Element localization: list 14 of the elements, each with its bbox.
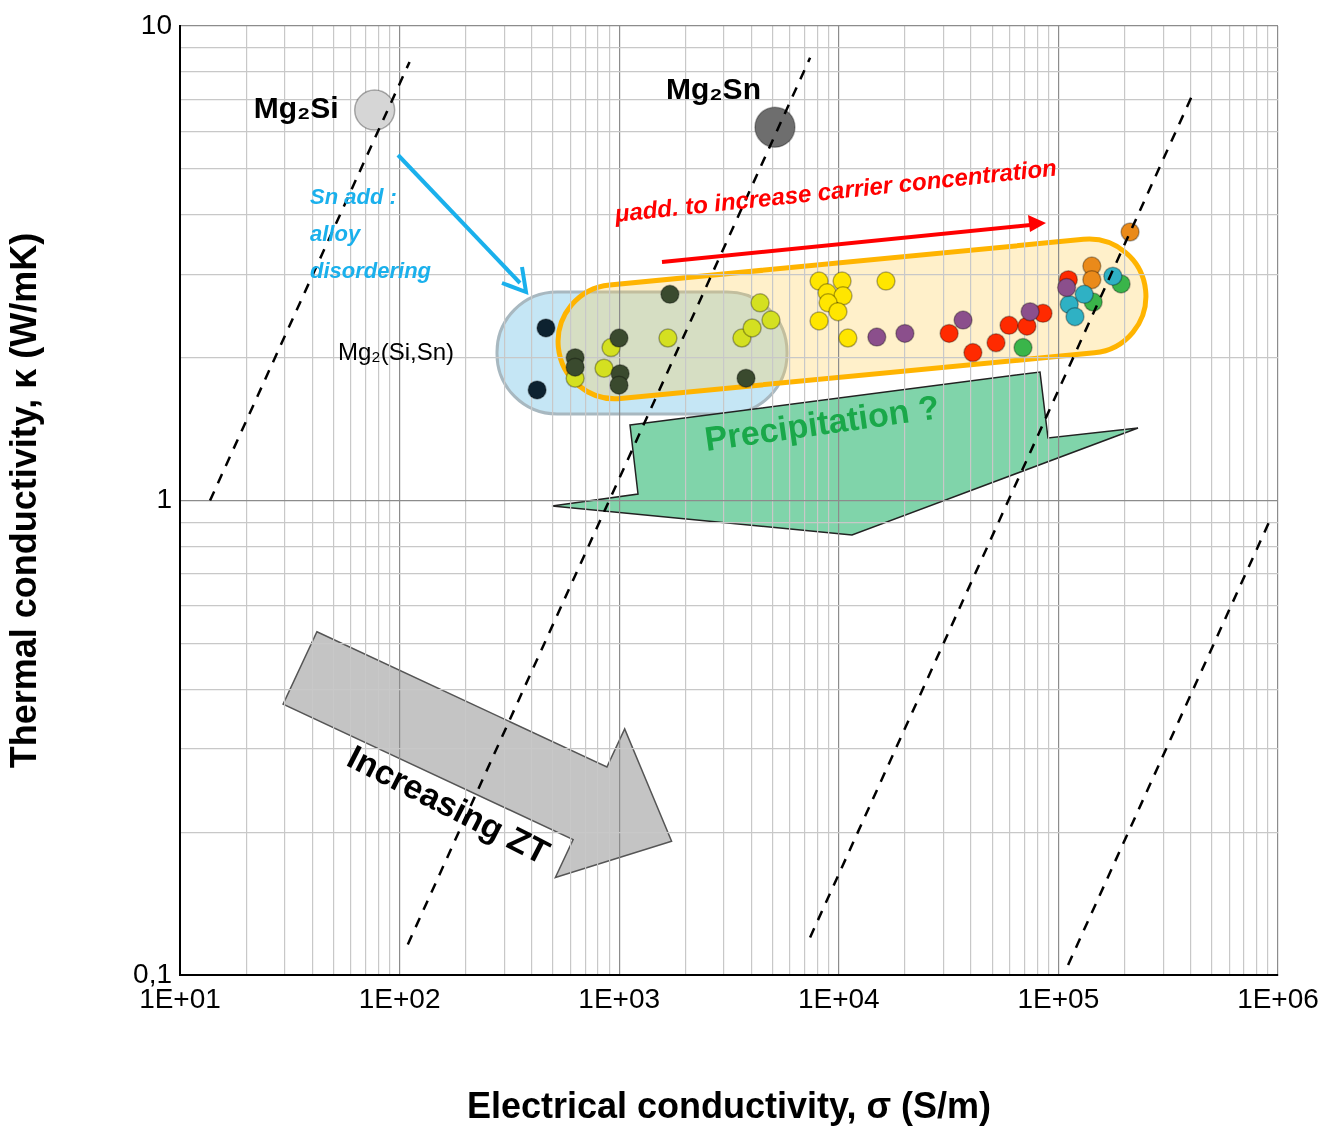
annotation: μadd. to increase carrier concentration bbox=[613, 153, 1058, 228]
x-tick-label: 1E+05 bbox=[1017, 982, 1100, 1014]
y-tick-label: 10 bbox=[140, 8, 172, 40]
x-tick-label: 1E+06 bbox=[1237, 982, 1319, 1014]
annotation: Precipitation ? bbox=[702, 387, 942, 459]
x-tick-label: 1E+02 bbox=[358, 982, 441, 1014]
series-label: Mg₂Sn bbox=[665, 72, 761, 106]
x-axis-title: Electrical conductivity, σ (S/m) bbox=[466, 1085, 992, 1127]
annotation: Mg₂(Si,Sn) bbox=[338, 338, 455, 366]
series-label: Mg₂Si bbox=[253, 91, 339, 125]
x-tick-label: 1E+03 bbox=[578, 982, 661, 1014]
y-axis-title: Thermal conductivity, κ (W/mK) bbox=[2, 232, 44, 769]
x-tick-label: 1E+04 bbox=[797, 982, 880, 1014]
y-tick-label: 1 bbox=[156, 483, 172, 515]
